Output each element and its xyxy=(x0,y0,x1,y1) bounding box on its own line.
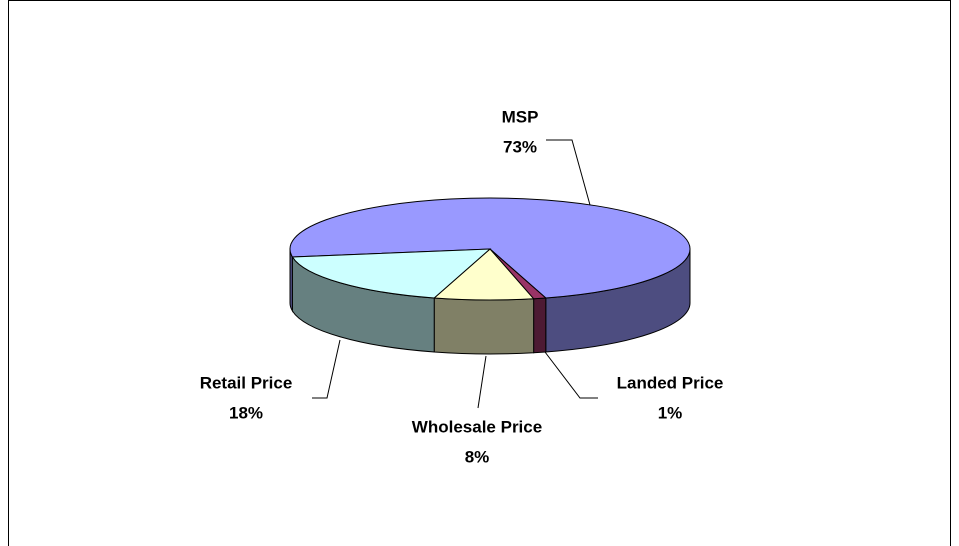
slice xyxy=(432,248,535,301)
leader-line xyxy=(477,355,487,409)
slice-label: Wholesale Price xyxy=(412,417,542,436)
leader-line xyxy=(544,351,598,399)
chart-frame xyxy=(8,0,951,546)
slice-value-label: 1% xyxy=(658,403,683,422)
slice-side xyxy=(433,297,535,355)
slice-side xyxy=(533,297,547,354)
slice-label: Retail Price xyxy=(200,373,293,392)
slice-value-label: 8% xyxy=(465,447,490,466)
slice-label: MSP xyxy=(502,107,539,126)
leader-line xyxy=(546,139,591,206)
slice-value-label: 73% xyxy=(503,137,537,156)
leader-line xyxy=(312,339,341,399)
slice xyxy=(289,197,691,299)
slice xyxy=(291,248,492,299)
slice-label: Landed Price xyxy=(617,373,724,392)
slice-value-label: 18% xyxy=(229,403,263,422)
